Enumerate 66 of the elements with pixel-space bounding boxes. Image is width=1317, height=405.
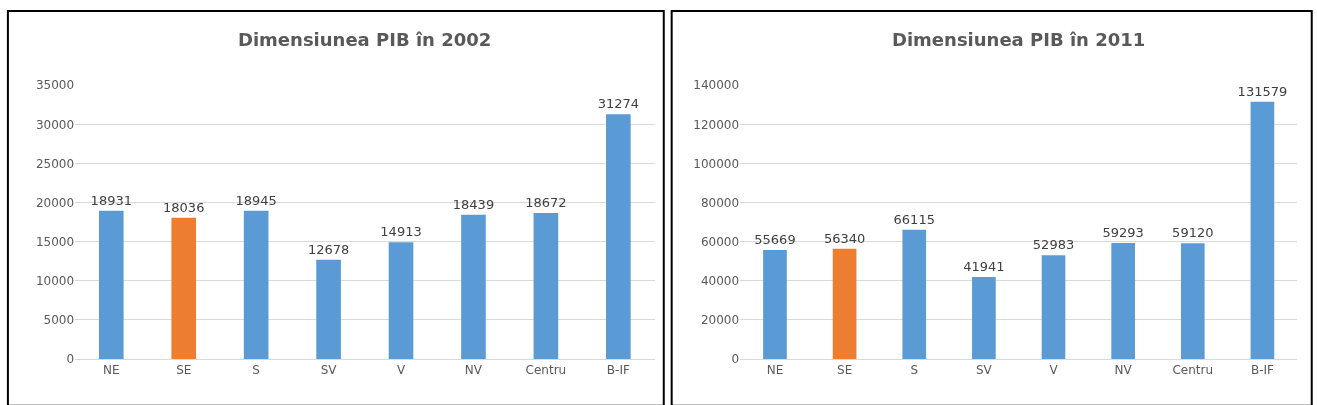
bar: [243, 210, 269, 359]
y-tick-label: 15000: [35, 234, 75, 249]
data-label: 41941: [963, 258, 1005, 274]
data-label: 12678: [307, 241, 350, 257]
bar: [533, 212, 559, 359]
x-tick-label: NV: [464, 363, 483, 378]
x-tick-label: SV: [975, 363, 993, 378]
data-label: 52983: [1032, 237, 1075, 253]
y-tick-label: 80000: [700, 195, 740, 210]
bar: [832, 248, 857, 359]
x-tick-label: V: [396, 363, 406, 378]
y-tick-label: 30000: [35, 117, 75, 132]
bar: [1041, 255, 1066, 359]
bar: [972, 276, 996, 359]
y-tick-label: 40000: [700, 273, 740, 288]
y-tick-label: 60000: [700, 234, 740, 249]
x-tick-label: S: [910, 363, 919, 378]
data-label: 18672: [525, 194, 567, 210]
data-label: 18439: [452, 196, 495, 212]
bar: [98, 210, 124, 359]
data-label: 14913: [380, 224, 422, 240]
x-tick-label: NE: [766, 363, 784, 378]
y-tick-label: 35000: [35, 78, 75, 93]
x-tick-label: SV: [320, 363, 338, 378]
x-tick-label: NV: [1114, 363, 1133, 378]
y-tick-label: 0: [66, 352, 75, 367]
bar: [316, 259, 341, 359]
chart-title: Dimensiunea PIB în 2011: [892, 29, 1146, 50]
y-tick-label: 20000: [35, 195, 75, 210]
x-tick-label: Centru: [525, 363, 567, 378]
bar: [461, 214, 486, 359]
y-tick-label: 0: [731, 352, 740, 367]
bar: [763, 250, 787, 359]
y-tick-label: 100000: [693, 156, 740, 171]
data-label: 18036: [163, 199, 205, 215]
y-tick-label: 10000: [35, 273, 75, 288]
bar: [388, 242, 414, 359]
data-label: 131579: [1237, 83, 1288, 99]
bar: [1250, 101, 1275, 359]
data-label: 55669: [754, 232, 796, 248]
data-label: 59293: [1102, 224, 1144, 240]
y-tick-label: 120000: [693, 117, 740, 132]
bar: [171, 217, 197, 359]
x-tick-label: Centru: [1172, 363, 1214, 378]
bar: [1111, 242, 1135, 359]
x-tick-label: S: [252, 363, 260, 378]
chart-title: Dimensiunea PIB în 2002: [238, 29, 492, 50]
y-tick-label: 140000: [693, 78, 740, 93]
bar: [606, 114, 631, 359]
x-tick-label: V: [1049, 363, 1059, 378]
data-label: 18931: [90, 192, 132, 208]
bar: [902, 229, 927, 359]
x-tick-label: B-IF: [1250, 363, 1275, 378]
x-tick-label: NE: [103, 363, 120, 378]
x-tick-label: B-IF: [606, 363, 630, 378]
data-label: 18945: [235, 192, 277, 208]
y-tick-label: 25000: [35, 156, 75, 171]
data-label: 31274: [597, 96, 640, 112]
data-label: 56340: [823, 230, 866, 246]
bar: [1180, 243, 1205, 359]
y-tick-label: 20000: [700, 313, 740, 327]
x-tick-label: SE: [176, 363, 192, 378]
x-tick-label: SE: [837, 363, 853, 378]
y-tick-label: 5000: [43, 313, 75, 327]
data-label: 59120: [1172, 225, 1214, 241]
data-label: 66115: [893, 211, 935, 227]
